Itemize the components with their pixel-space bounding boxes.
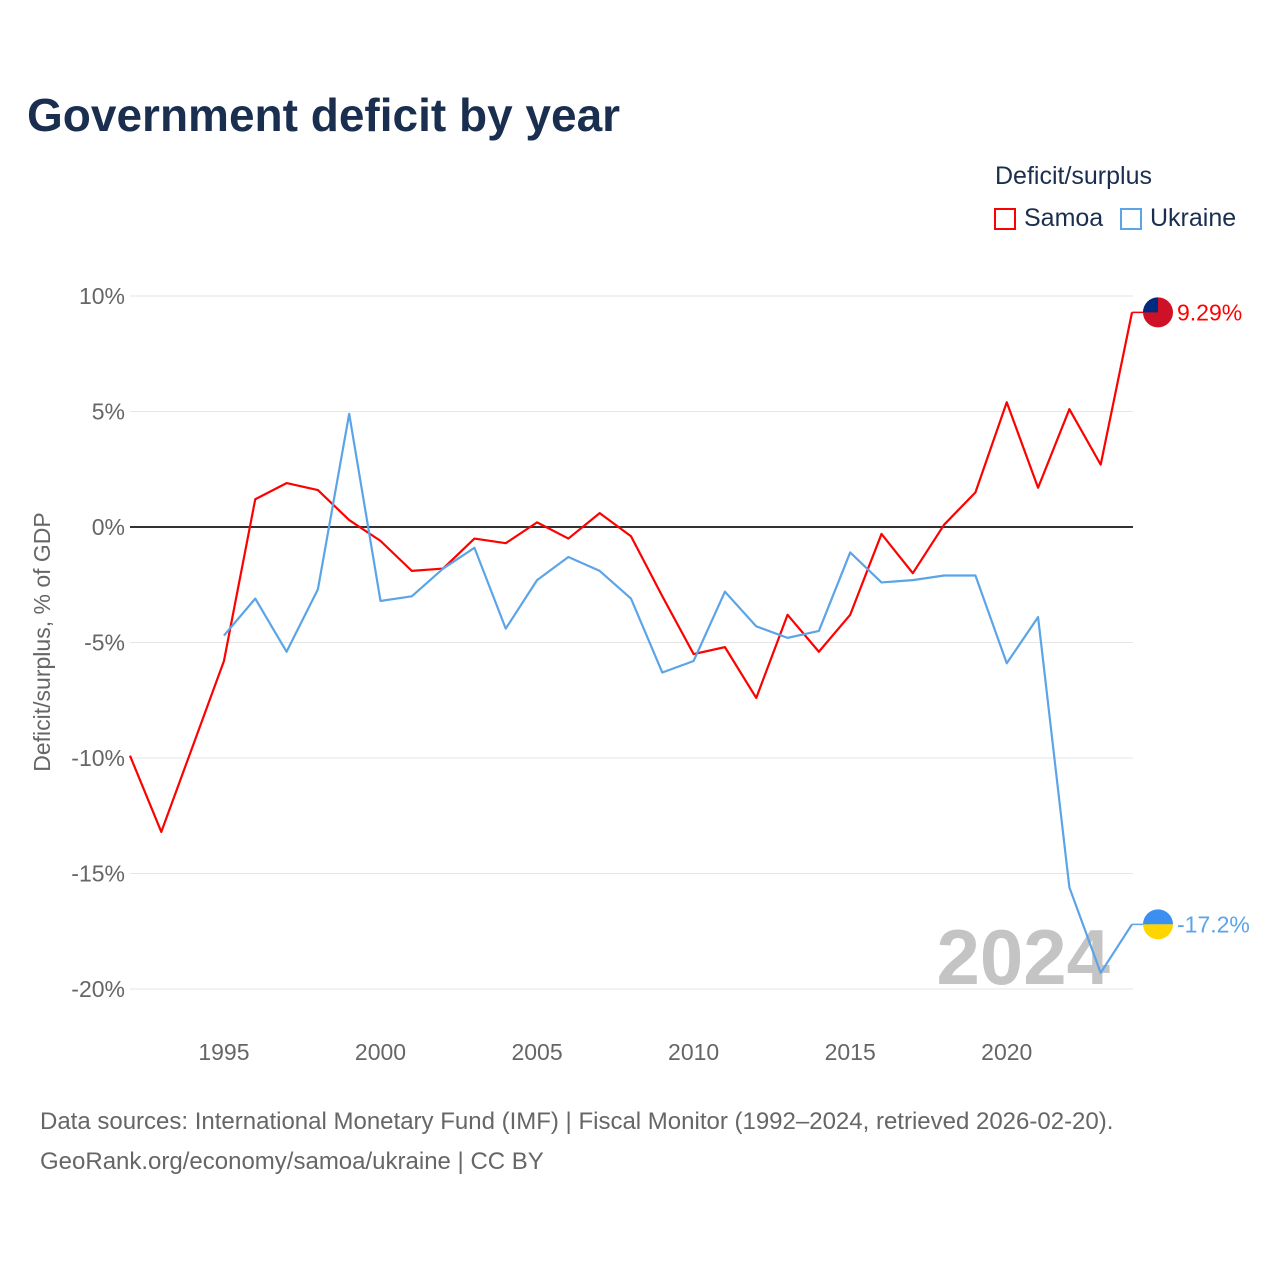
year-watermark: 2024: [936, 913, 1110, 1001]
y-tick-label: -20%: [71, 976, 125, 1002]
ukraine-flag-icon: [1143, 909, 1173, 925]
legend-swatch-ukraine: [1120, 207, 1142, 230]
y-tick-label: -15%: [71, 861, 125, 887]
y-tick-label: 0%: [92, 514, 125, 540]
chart-title: Government deficit by year: [27, 89, 621, 141]
x-tick-label: 2005: [511, 1039, 562, 1065]
series-line-ukraine: [223, 412, 1133, 974]
x-tick-label: 2015: [825, 1039, 876, 1065]
legend-swatch-samoa: [994, 207, 1016, 230]
ukraine-flag-lower: [1143, 924, 1173, 940]
x-tick-label: 2020: [981, 1039, 1032, 1065]
legend-title: Deficit/surplus: [995, 162, 1152, 190]
legend-label-ukraine: Ukraine: [1150, 204, 1237, 232]
legend-item-ukraine[interactable]: Ukraine: [1120, 204, 1236, 233]
source-text: Data sources: International Monetary Fun…: [40, 1108, 1114, 1135]
y-tick-label: 5%: [92, 399, 125, 425]
y-tick-label: -5%: [84, 630, 125, 656]
y-tick-label: 10%: [79, 283, 125, 309]
series-line-samoa: [128, 312, 1134, 834]
x-tick-label: 1995: [198, 1039, 249, 1065]
legend-item-samoa[interactable]: Samoa: [994, 204, 1103, 233]
y-tick-label: -10%: [71, 745, 125, 771]
samoa-flag-canton: [1143, 297, 1158, 313]
y-axis-label: Deficit/surplus, % of GDP: [29, 512, 55, 771]
legend-label-samoa: Samoa: [1024, 204, 1104, 232]
source-url[interactable]: GeoRank.org/economy/samoa/ukraine | CC B…: [40, 1148, 544, 1175]
end-value-label-samoa: 9.29%: [1177, 299, 1242, 325]
end-value-label-ukraine: -17.2%: [1177, 911, 1250, 937]
x-tick-label: 2010: [668, 1039, 719, 1065]
x-tick-label: 2000: [355, 1039, 406, 1065]
